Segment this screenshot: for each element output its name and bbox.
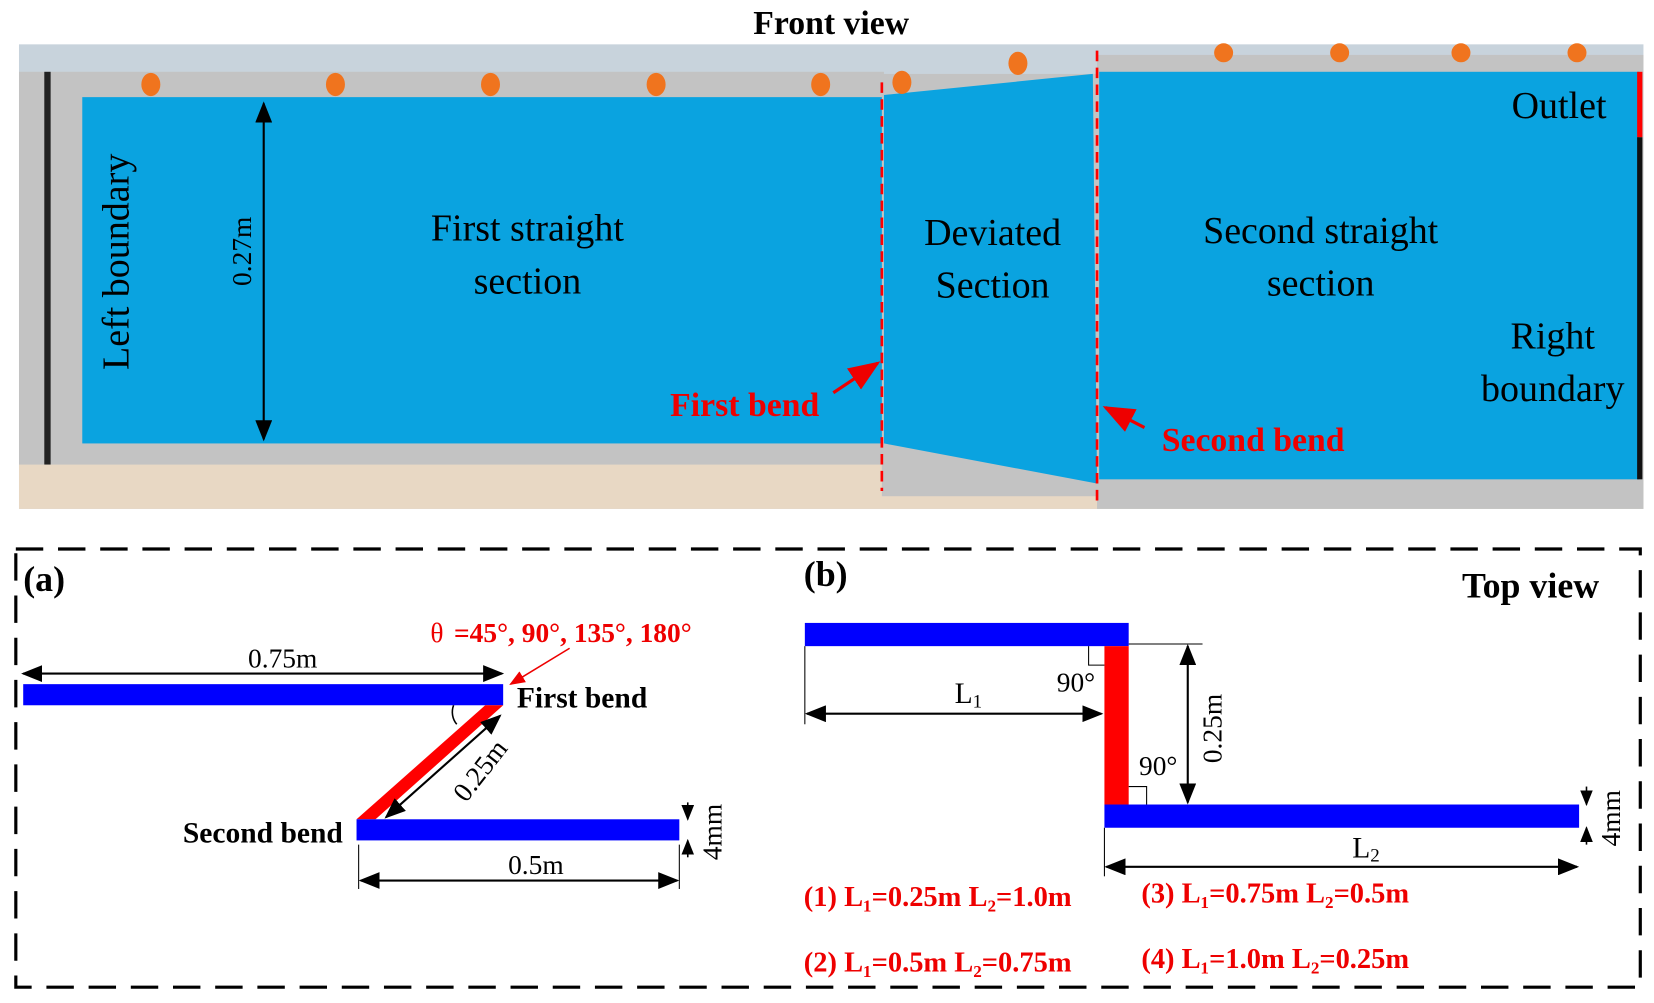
schematic-frame xyxy=(14,547,1642,989)
top-view-title: Top view xyxy=(1462,566,1599,606)
outlet-label: Outlet xyxy=(1512,85,1607,127)
first-bend-text: First bend xyxy=(517,682,648,714)
deviated-section xyxy=(883,73,1098,484)
height-label: 0.27m xyxy=(227,217,257,286)
front-view-photo: Front view 0.27m Left boundary First str… xyxy=(18,5,1644,509)
length-0.5m: 0.5m xyxy=(508,850,564,880)
b-deviated-bar xyxy=(1104,646,1129,805)
b-first-bar xyxy=(804,622,1129,647)
panel-a: (a) θ =45°, 90°, 135°, 180° 0.75m First b… xyxy=(21,559,728,889)
second-straight-bar xyxy=(356,819,680,841)
b-second-bar xyxy=(1104,804,1580,828)
panel-b-label: (b) xyxy=(804,554,848,594)
deviated-label: Deviated Section xyxy=(924,212,1061,307)
theta-label: θ =45°, 90°, 135°, 180° xyxy=(430,618,691,648)
case-2: (2) L₁=0.5m L₂=0.75m xyxy=(804,947,1072,978)
first-straight-section xyxy=(82,97,882,444)
first-straight-label: First straight section xyxy=(431,208,624,303)
case-1: (1) L₁=0.25m L₂=1.0m xyxy=(804,882,1072,913)
angle-90-top: 90° xyxy=(1057,668,1095,698)
first-bend-label: First bend xyxy=(670,387,819,424)
first-straight-bar xyxy=(23,684,504,706)
left-boundary-label: Left boundary xyxy=(96,154,138,370)
second-straight-label: Second straight section xyxy=(1203,210,1439,305)
right-boundary-label: Right boundary xyxy=(1481,315,1624,410)
length-0.25m-b: 0.25m xyxy=(1198,694,1228,763)
L1-label: L1 xyxy=(955,678,983,712)
second-bend-label: Second bend xyxy=(1162,422,1345,459)
case-4: (4) L₁=1.0m L₂=0.25m xyxy=(1141,944,1409,975)
angle-90-bottom: 90° xyxy=(1139,751,1177,781)
L2-label: L2 xyxy=(1352,832,1380,866)
second-straight-section xyxy=(1099,71,1640,480)
case-3: (3) L₁=0.75m L₂=0.5m xyxy=(1141,879,1409,910)
panel-b: (b) Top view 90° 90° L1 0.25m 4mm L2 (1)… xyxy=(804,554,1626,978)
front-view-title: Front view xyxy=(753,5,910,42)
panel-a-label: (a) xyxy=(23,559,65,599)
second-bend-text: Second bend xyxy=(183,818,344,850)
thickness-4mm-a: 4mm xyxy=(698,804,728,860)
length-0.75m: 0.75m xyxy=(248,643,317,673)
thickness-4mm-b: 4mm xyxy=(1596,790,1626,846)
